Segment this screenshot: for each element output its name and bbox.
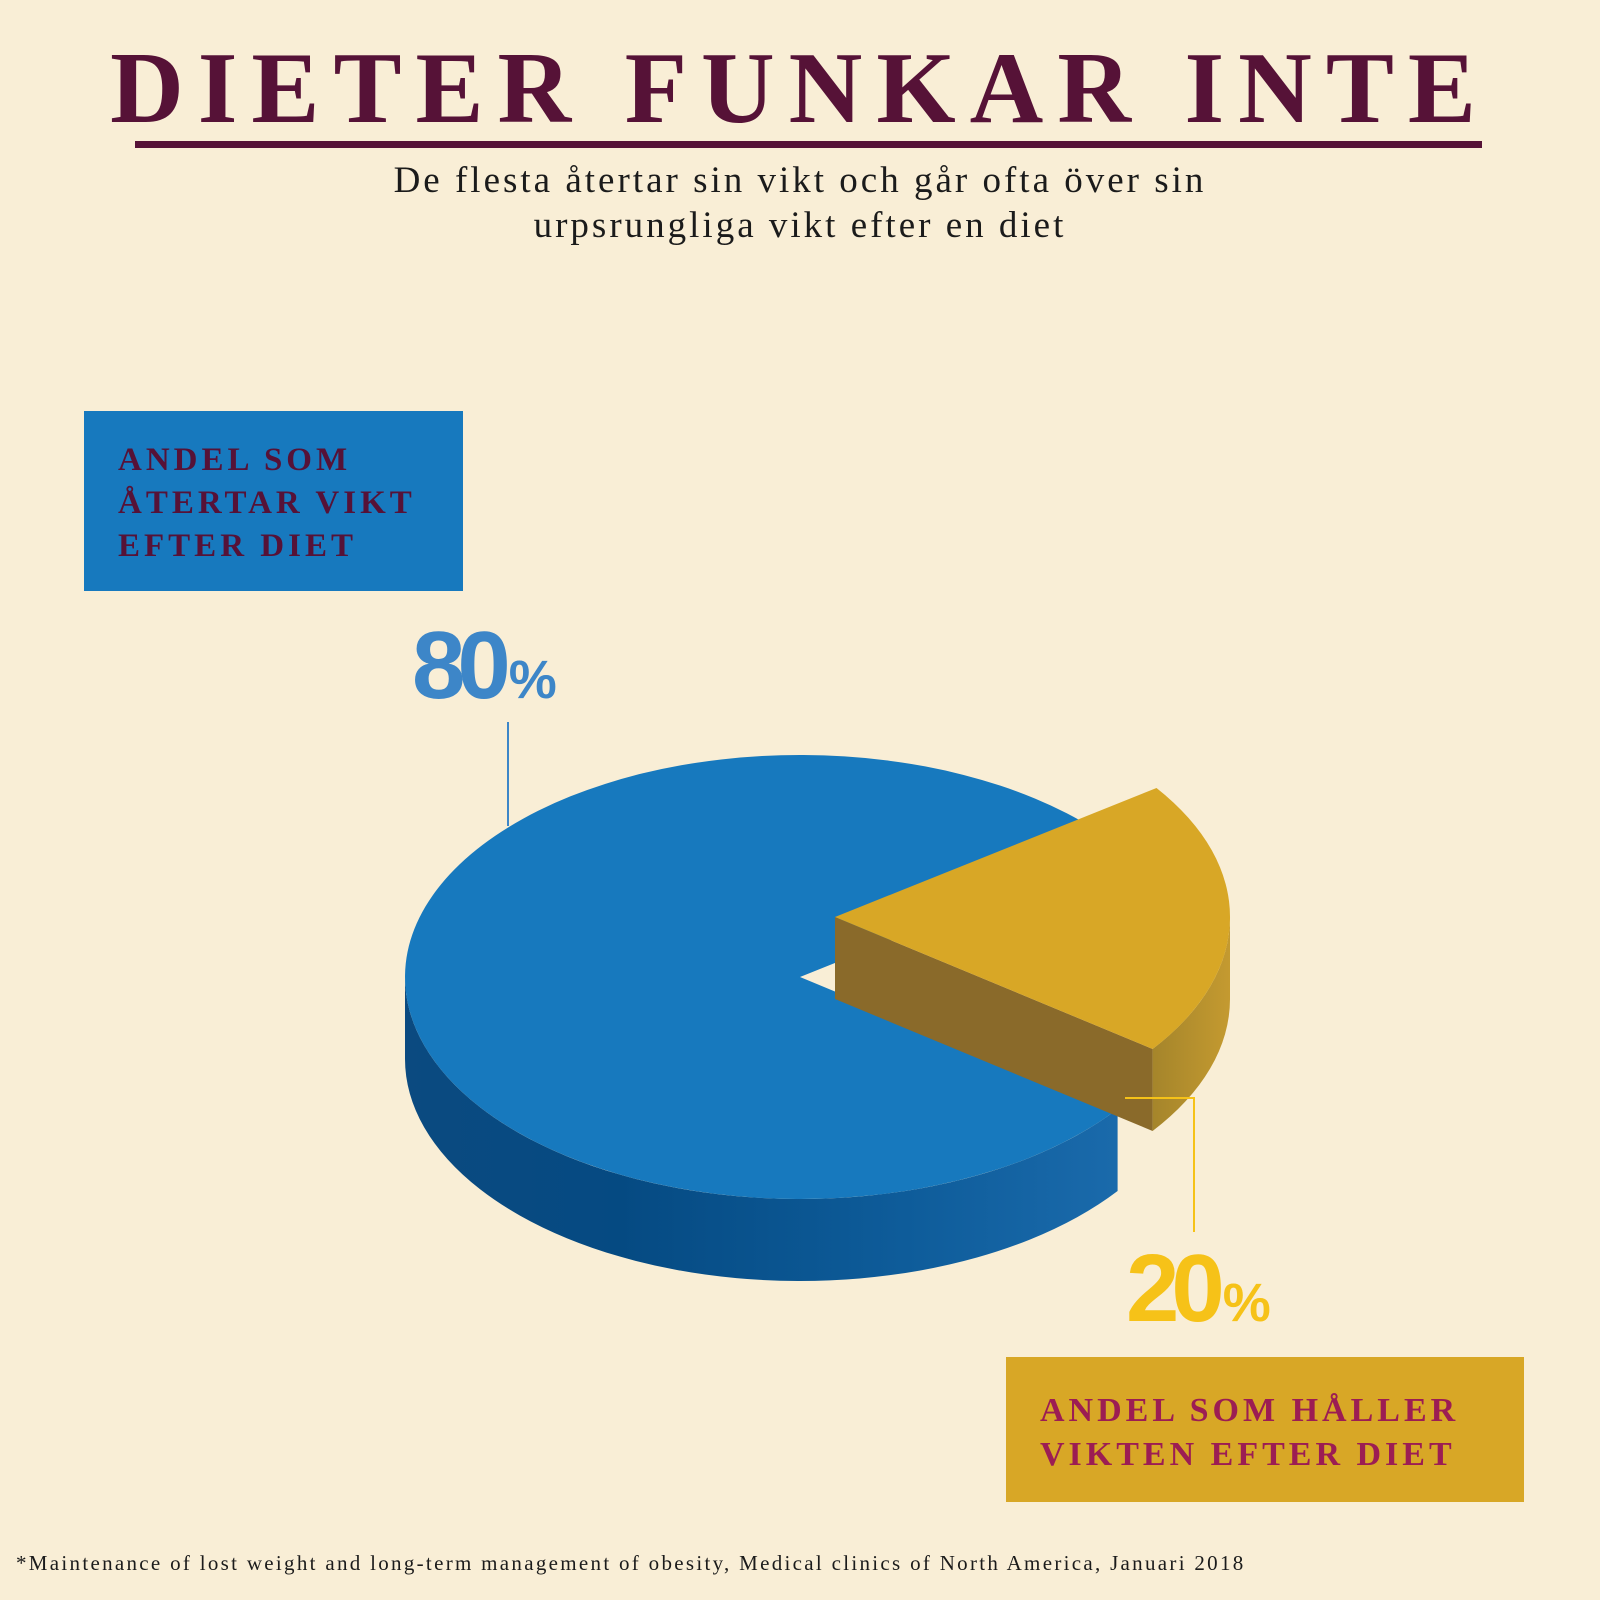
subtitle-line-2: urpsrungliga vikt efter en diet [533, 205, 1067, 246]
pie-slice-20 [835, 788, 1231, 1049]
data-label-80: 80% [412, 618, 557, 714]
subtitle-line-1: De flesta återtar sin vikt och går ofta … [393, 160, 1207, 201]
leader-line-20 [1125, 1097, 1195, 1232]
data-label-80-number: 80 [412, 612, 511, 719]
chart-title: DIETER FUNKAR INTE [110, 32, 1490, 145]
label-regain: ANDEL SOM ÅTERTAR VIKT EFTER DIET [118, 442, 416, 564]
pie-slice-80 [405, 754, 1122, 1199]
label-maintain: ANDEL SOM HÅLLER VIKTEN EFTER DIET [1040, 1392, 1460, 1473]
label-box-maintain: ANDEL SOM HÅLLER VIKTEN EFTER DIET [1006, 1357, 1524, 1502]
title-underline [135, 141, 1482, 148]
pie-slice-20-side [1152, 917, 1230, 1131]
pie-slice-20-cut-face [835, 917, 1153, 1131]
data-label-80-unit: % [508, 650, 557, 710]
label-box-regain: ANDEL SOM ÅTERTAR VIKT EFTER DIET [84, 411, 463, 591]
data-label-20-unit: % [1222, 1273, 1271, 1333]
source-footnote: *Maintenance of lost weight and long-ter… [16, 1551, 1246, 1575]
pie-slice-80-side [405, 977, 1118, 1282]
chart-subtitle: De flesta återtar sin vikt och går ofta … [200, 158, 1400, 248]
data-label-20-number: 20 [1126, 1235, 1225, 1342]
data-label-20: 20% [1126, 1241, 1271, 1337]
